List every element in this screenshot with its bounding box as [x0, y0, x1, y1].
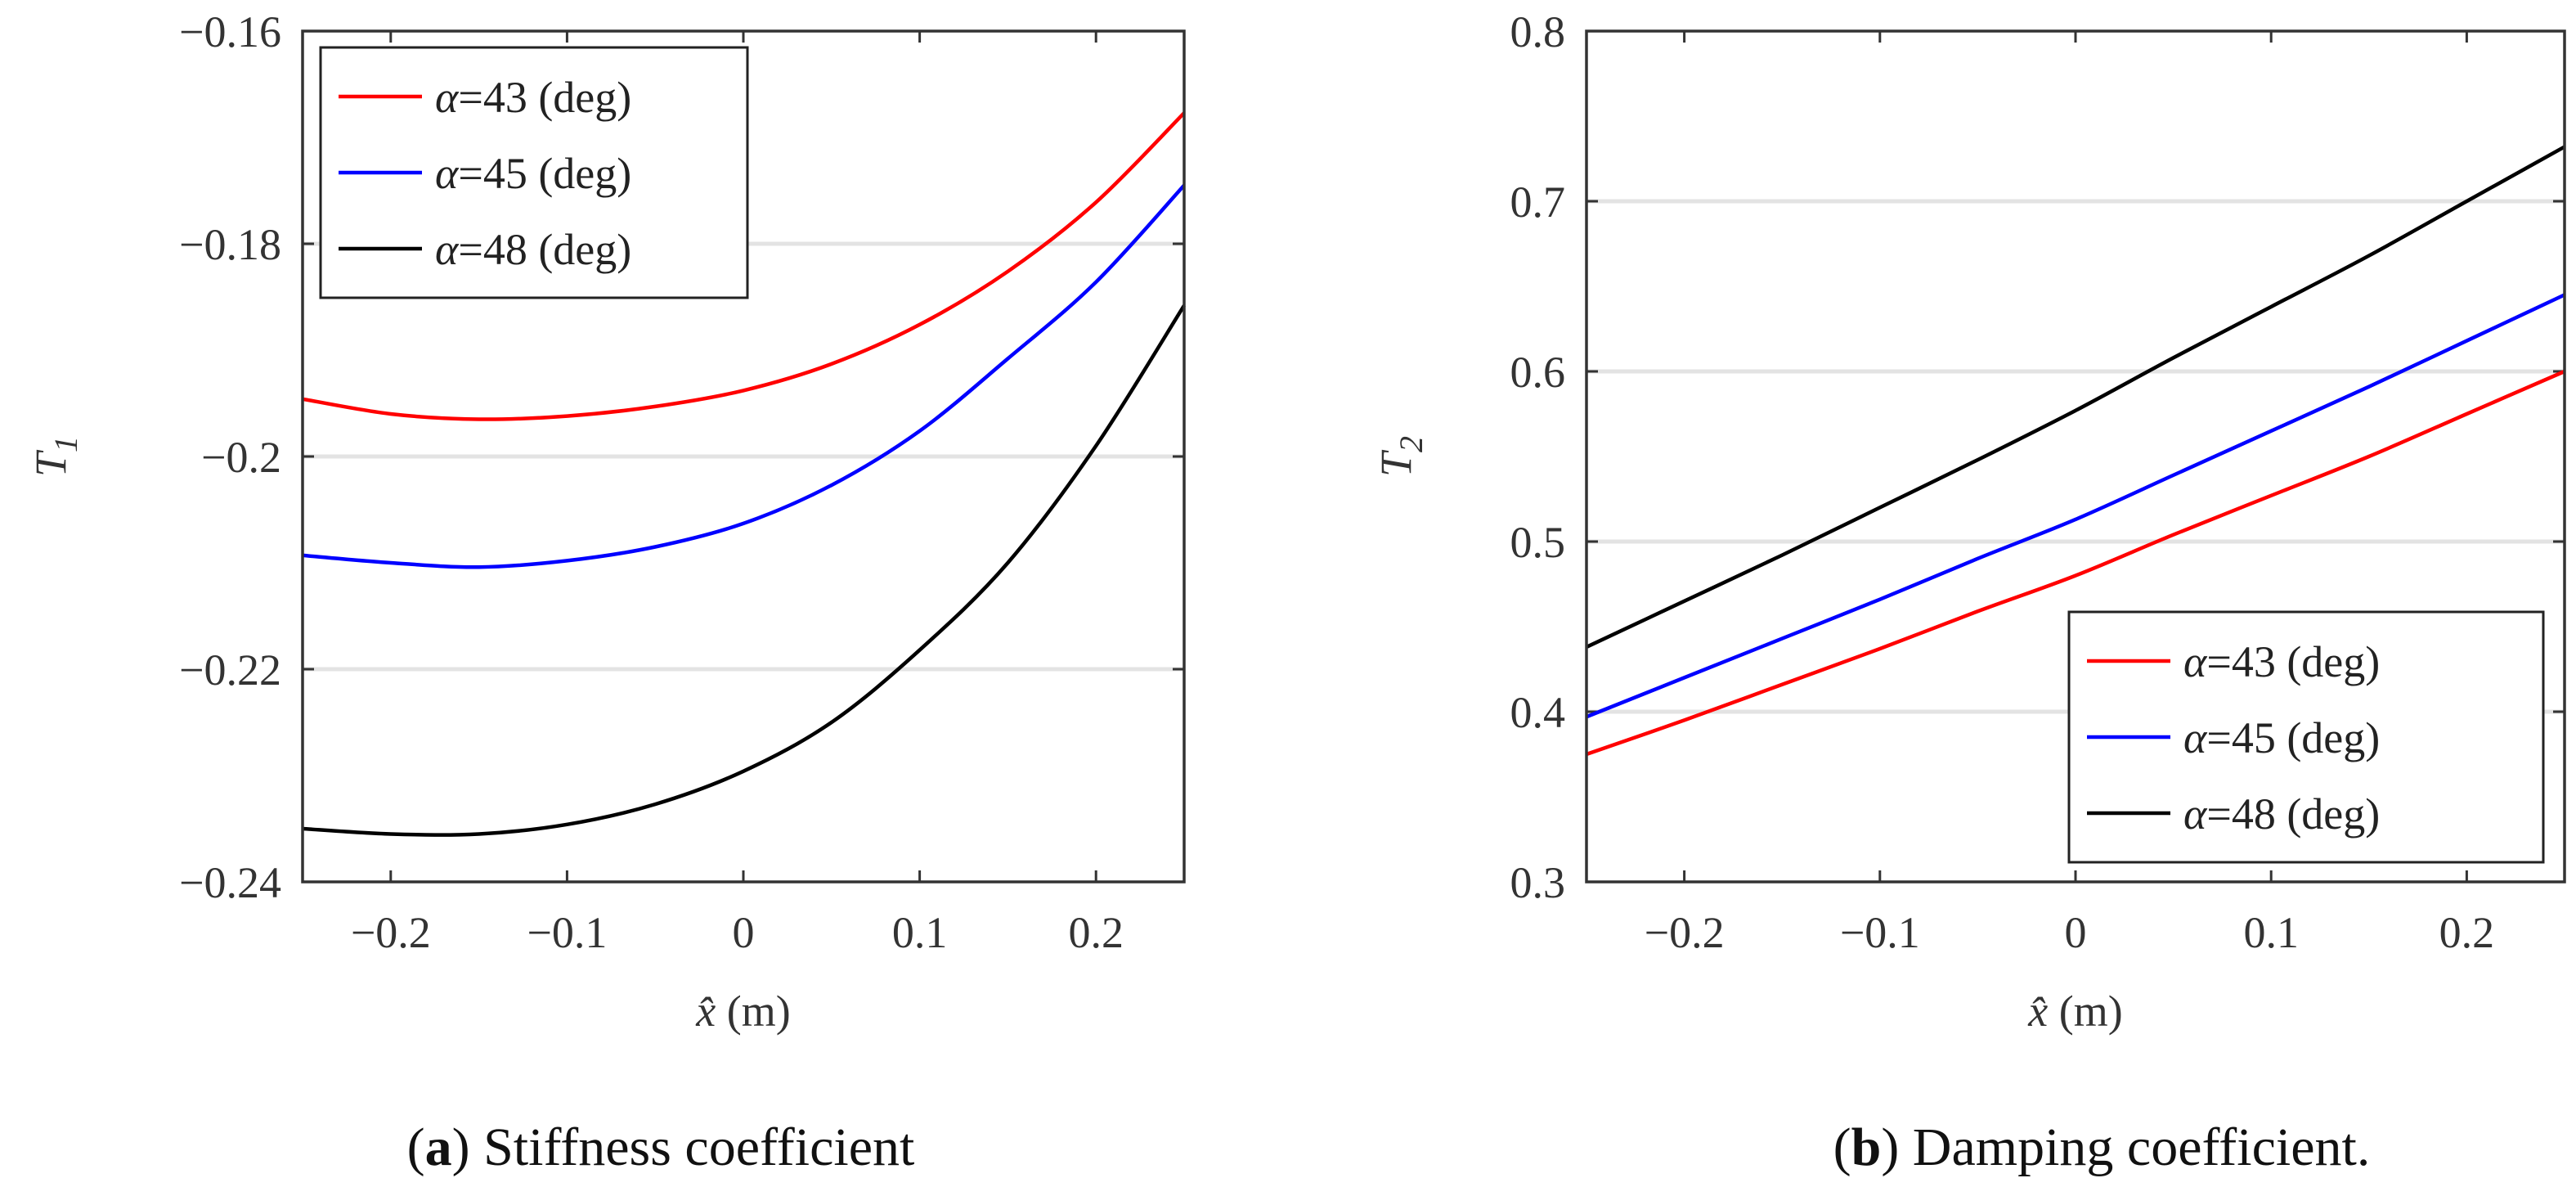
panel-a-axes-frame	[301, 29, 1186, 884]
panel-b-x-axis-label: x̂ (m)	[2027, 987, 2122, 1036]
panel-a-caption-text: ) Stiffness coefficient	[452, 1117, 915, 1177]
panel-a-legend-entry-3: α=48 (deg)	[435, 225, 631, 274]
panel-b-legend-greek: α	[2183, 713, 2208, 762]
panel-b-legend-entry-2: α=45 (deg)	[2183, 713, 2380, 762]
panel-a-legend-greek: α	[435, 149, 460, 198]
panel-a-legend-entry-1: α=43 (deg)	[435, 73, 631, 122]
panel-a-series-line-2	[302, 183, 1186, 569]
panel-b-caption-open: (	[1833, 1117, 1851, 1177]
panel-b-series-line-3	[1586, 145, 2566, 649]
panel-b-x-tick-label: −0.1	[1840, 908, 1920, 957]
panel-a-y-tick-label: −0.22	[179, 645, 281, 695]
panel-a-legend-greek: α	[435, 73, 460, 122]
panel-a-legend-label: =45 (deg)	[458, 149, 631, 198]
panel-b-caption-text: ) Damping coefficient.	[1881, 1117, 2370, 1177]
panel-a-stiffness: −0.2 −0.1 0 0.1 0.2 −0.24 −0.22 −0.2 −0.18 −0.16 α…	[26, 7, 1186, 1177]
panel-a-series-line-1	[302, 111, 1186, 421]
panel-a-legend-label: =43 (deg)	[458, 73, 631, 122]
panel-b-legend-label: =43 (deg)	[2206, 637, 2380, 686]
panel-b-y-tick-label: 0.6	[1510, 348, 1566, 397]
panel-b-legend-entry-3: α=48 (deg)	[2183, 789, 2380, 839]
panel-b-caption: (b) Damping coefficient.	[1833, 1117, 2371, 1177]
panel-b-series-line-1	[1586, 369, 2565, 757]
panel-a-y-axis-subscript: 1	[47, 436, 84, 452]
panel-b-series-line-2	[1586, 293, 2565, 719]
panel-b-x-axis-symbol: x̂	[2027, 987, 2058, 1036]
panel-b-y-axis-subscript: 2	[1393, 436, 1429, 452]
panel-a-y-tick-label: −0.2	[201, 433, 281, 482]
panel-a-y-tick-label: −0.18	[179, 220, 281, 269]
panel-b-y-tick-label: 0.7	[1510, 178, 1566, 227]
panel-a-caption: (a) Stiffness coefficient	[407, 1117, 915, 1177]
panel-a-x-axis-label: x̂ (m)	[695, 987, 790, 1036]
panel-a-x-axis-unit: (m)	[727, 987, 791, 1036]
panel-a-y-axis-symbol: T	[26, 449, 75, 477]
panel-b-y-tick-label: 0.8	[1510, 7, 1566, 56]
panel-a-caption-open: (	[407, 1117, 425, 1177]
panel-b-x-axis-unit: (m)	[2059, 987, 2123, 1036]
panel-a-legend-entry-2: α=45 (deg)	[435, 149, 631, 198]
panel-a-x-tick-label: −0.2	[351, 908, 431, 957]
panel-a-x-tick-label: −0.1	[527, 908, 607, 957]
panel-b-x-tick-label: −0.2	[1645, 908, 1725, 957]
panel-a-x-axis-symbol: x̂	[695, 987, 726, 1036]
panel-b-x-tick-label: 0	[2065, 908, 2087, 957]
panel-a-x-tick-label: 0.1	[892, 908, 948, 957]
panel-a-series-line-3	[302, 304, 1186, 837]
panel-b-legend-label: =48 (deg)	[2206, 789, 2380, 839]
panel-b-y-axis-symbol: T	[1371, 449, 1420, 477]
panel-a-x-tick-label: 0.2	[1068, 908, 1124, 957]
panel-b-y-tick-label: 0.3	[1510, 858, 1566, 907]
panel-a-y-axis-label: T1	[26, 436, 84, 477]
panel-b-damping: −0.2 −0.1 0 0.1 0.20.30.40.50.60.70.8α=43 (d…	[1371, 7, 2566, 1177]
panel-a-y-tick-label: −0.24	[179, 858, 281, 907]
panel-b-legend-entry-1: α=43 (deg)	[2183, 637, 2380, 686]
panel-a-caption-letter: a	[425, 1117, 452, 1177]
panel-a-y-tick-label: −0.16	[179, 7, 281, 56]
panel-a-legend-label: =48 (deg)	[458, 225, 631, 274]
panel-b-legend-label: =45 (deg)	[2206, 713, 2380, 762]
panel-b-legend-greek: α	[2183, 637, 2208, 686]
panel-b-y-tick-label: 0.4	[1510, 688, 1566, 737]
panel-a-x-tick-label: 0	[733, 908, 755, 957]
panel-b-y-axis-label: T2	[1371, 436, 1429, 477]
panel-b-axes-frame	[1585, 29, 2566, 884]
panel-b-legend-greek: α	[2183, 789, 2208, 839]
panel-b-x-tick-label: 0.1	[2243, 908, 2299, 957]
panel-a-legend-greek: α	[435, 225, 460, 274]
panel-b-caption-letter: b	[1851, 1117, 1882, 1177]
panel-b-x-tick-label: 0.2	[2439, 908, 2495, 957]
panel-b-y-tick-label: 0.5	[1510, 518, 1566, 567]
